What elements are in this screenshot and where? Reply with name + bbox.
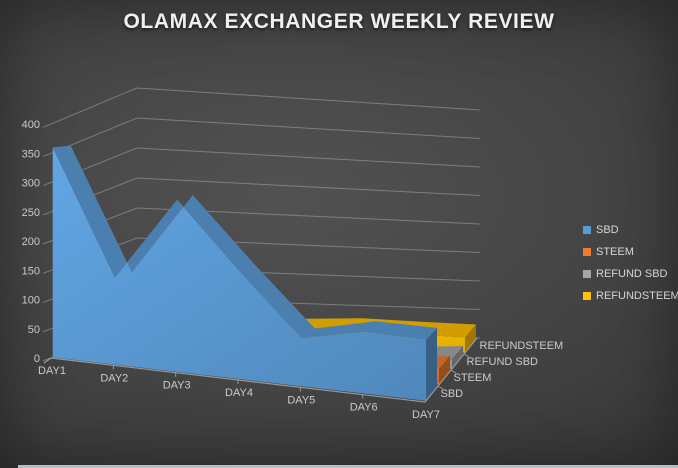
- y-axis-labels: 0 50 100 150 200 250 300 350 400: [22, 119, 40, 365]
- legend-item-refund-sbd: REFUND SBD: [583, 263, 678, 285]
- depth-axis-tick: [437, 385, 444, 390]
- y-axis-tick-label: 150: [22, 265, 40, 277]
- chart-title: OLAMAX EXCHANGER WEEKLY REVIEW: [123, 10, 555, 33]
- series-ribbons: [52, 145, 476, 401]
- series-end-face: [452, 346, 463, 369]
- legend-swatch-icon: [583, 270, 591, 278]
- gridline: [42, 177, 481, 216]
- x-axis-label: DAY5: [287, 394, 315, 406]
- x-axis-label: DAY3: [163, 380, 191, 392]
- y-axis-tick-label: 50: [28, 324, 40, 336]
- series-end-face: [465, 324, 476, 353]
- depth-axis-labels: SBD STEEM REFUND SBD REFUNDSTEEM: [441, 340, 564, 400]
- depth-axis-tick: [463, 353, 470, 358]
- y-axis-tick-label: 400: [22, 119, 40, 131]
- legend-label: STEEM: [596, 246, 634, 258]
- depth-axis-label: STEEM: [454, 372, 492, 384]
- depth-axis-label: REFUND SBD: [467, 356, 539, 368]
- x-axis-label: DAY7: [412, 409, 440, 421]
- legend-label: SBD: [596, 224, 619, 236]
- x-axis-label: DAY1: [38, 365, 66, 377]
- series-end-face: [439, 355, 450, 385]
- depth-axis-tick: [450, 369, 457, 374]
- legend-label: REFUND SBD: [596, 268, 668, 280]
- series-sbd: [52, 145, 437, 401]
- y-axis-tick-label: 250: [22, 207, 40, 219]
- legend-swatch-icon: [583, 226, 591, 234]
- gridline: [42, 87, 481, 128]
- legend-item-refundsteem: REFUNDSTEEM: [583, 285, 678, 307]
- axes: [43, 337, 478, 403]
- x-axis-label: DAY6: [350, 402, 378, 414]
- depth-axis-label: SBD: [441, 388, 464, 400]
- legend-item-sbd: SBD: [583, 219, 678, 241]
- x-axis-label: DAY4: [225, 387, 253, 399]
- legend: SBD STEEM REFUND SBD REFUNDSTEEM: [583, 219, 678, 307]
- y-axis-tick-label: 200: [22, 236, 40, 248]
- y-axis-tick-label: 100: [22, 295, 40, 307]
- y-axis-tick-label: 0: [34, 353, 40, 365]
- depth-axis-label: REFUNDSTEEM: [480, 340, 564, 352]
- series-front-face: [52, 147, 426, 401]
- y-axis-tick-label: 350: [22, 148, 40, 160]
- legend-item-steem: STEEM: [583, 241, 678, 263]
- y-axis-tick-label: 300: [22, 178, 40, 190]
- x-axis-label: DAY2: [100, 372, 128, 384]
- gridline: [42, 117, 481, 157]
- x-axis-labels: DAY1 DAY2 DAY3 DAY4 DAY5 DAY6 DAY7: [38, 365, 440, 421]
- legend-swatch-icon: [583, 248, 591, 256]
- legend-swatch-icon: [583, 292, 591, 300]
- legend-label: REFUNDSTEEM: [596, 290, 678, 302]
- series-end-face: [426, 327, 437, 401]
- bottom-edge-strip: [18, 465, 678, 468]
- gridline: [42, 147, 481, 187]
